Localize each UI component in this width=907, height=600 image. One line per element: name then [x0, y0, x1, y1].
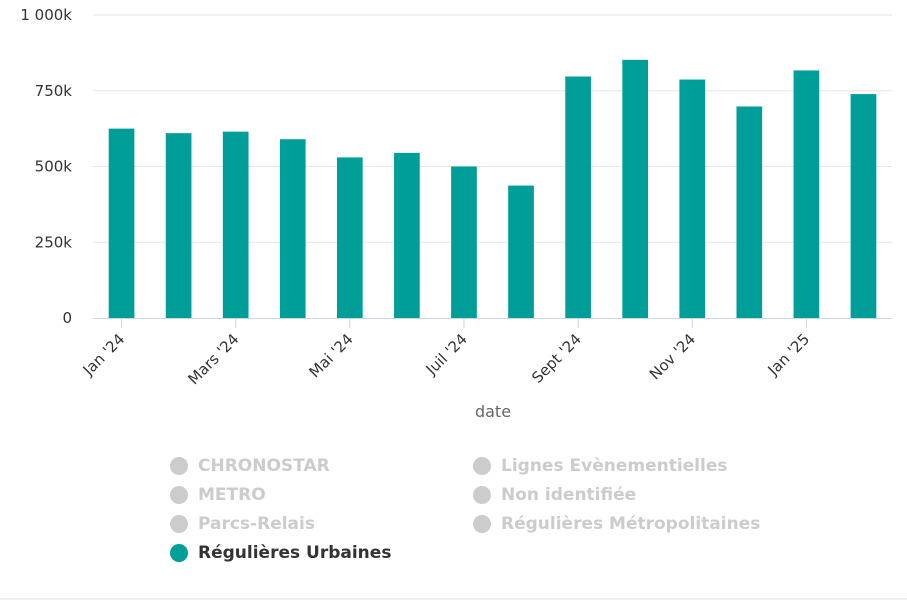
legend-label: Non identifiée: [501, 485, 637, 505]
legend-label: CHRONOSTAR: [198, 456, 330, 476]
legend-item-regulieres-urbaines[interactable]: Régulières Urbaines: [170, 543, 391, 563]
bar: [451, 166, 477, 318]
y-tick-label: 1 000k: [20, 6, 72, 24]
legend-item-parcs-relais[interactable]: Parcs-Relais: [170, 514, 315, 534]
legend-item-regulieres-metropolitaines[interactable]: Régulières Métropolitaines: [473, 514, 760, 534]
bar: [108, 128, 135, 318]
legend-label: Régulières Urbaines: [198, 543, 392, 563]
bar: [394, 152, 420, 318]
legend-dot-icon: [473, 457, 491, 475]
legend-label: METRO: [198, 485, 266, 505]
legend-label: Régulières Métropolitaines: [501, 514, 761, 534]
bar: [565, 76, 591, 318]
legend-item-metro[interactable]: METRO: [170, 485, 266, 505]
legend-item-non-identifiee[interactable]: Non identifiée: [473, 485, 636, 505]
x-tick-label: Sept '24: [528, 330, 585, 387]
legend-label: Lignes Evènementielles: [501, 456, 728, 476]
legend-dot-icon: [170, 457, 188, 475]
y-tick-label: 0: [62, 309, 72, 327]
legend-dot-icon: [473, 515, 491, 533]
bar: [222, 131, 249, 318]
bar: [279, 139, 306, 318]
bar: [793, 70, 820, 318]
legend-item-chronostar[interactable]: CHRONOSTAR: [170, 456, 330, 476]
legend-dot-icon: [170, 486, 188, 504]
bar: [679, 79, 706, 318]
bar: [736, 106, 763, 318]
legend-dot-icon: [473, 486, 491, 504]
legend-dot-icon: [170, 544, 188, 562]
bar: [165, 133, 192, 318]
legend-label: Parcs-Relais: [198, 514, 315, 534]
x-tick-label: Jan '24: [79, 330, 129, 380]
bar: [508, 185, 534, 318]
x-axis-title: date: [475, 402, 511, 421]
x-tick-label: Juil '24: [422, 330, 471, 379]
x-tick-label: Mars '24: [184, 330, 242, 388]
legend-item-lignes-evenementielles[interactable]: Lignes Evènementielles: [473, 456, 728, 476]
bar: [850, 94, 877, 318]
bottom-divider: [0, 598, 907, 600]
x-tick-label: Mai '24: [306, 330, 357, 381]
y-tick-label: 500k: [35, 158, 73, 176]
chart-svg: 0 250k 500k 750k 1 000k Jan '24 Mars '24 Mai '2…: [20, 6, 892, 421]
y-tick-label: 750k: [35, 82, 73, 100]
y-tick-label: 250k: [35, 233, 73, 251]
bar: [336, 157, 363, 318]
legend-dot-icon: [170, 515, 188, 533]
x-tick-label: Nov '24: [646, 330, 699, 383]
bar: [622, 59, 649, 319]
x-tick-label: Jan '25: [764, 330, 814, 380]
